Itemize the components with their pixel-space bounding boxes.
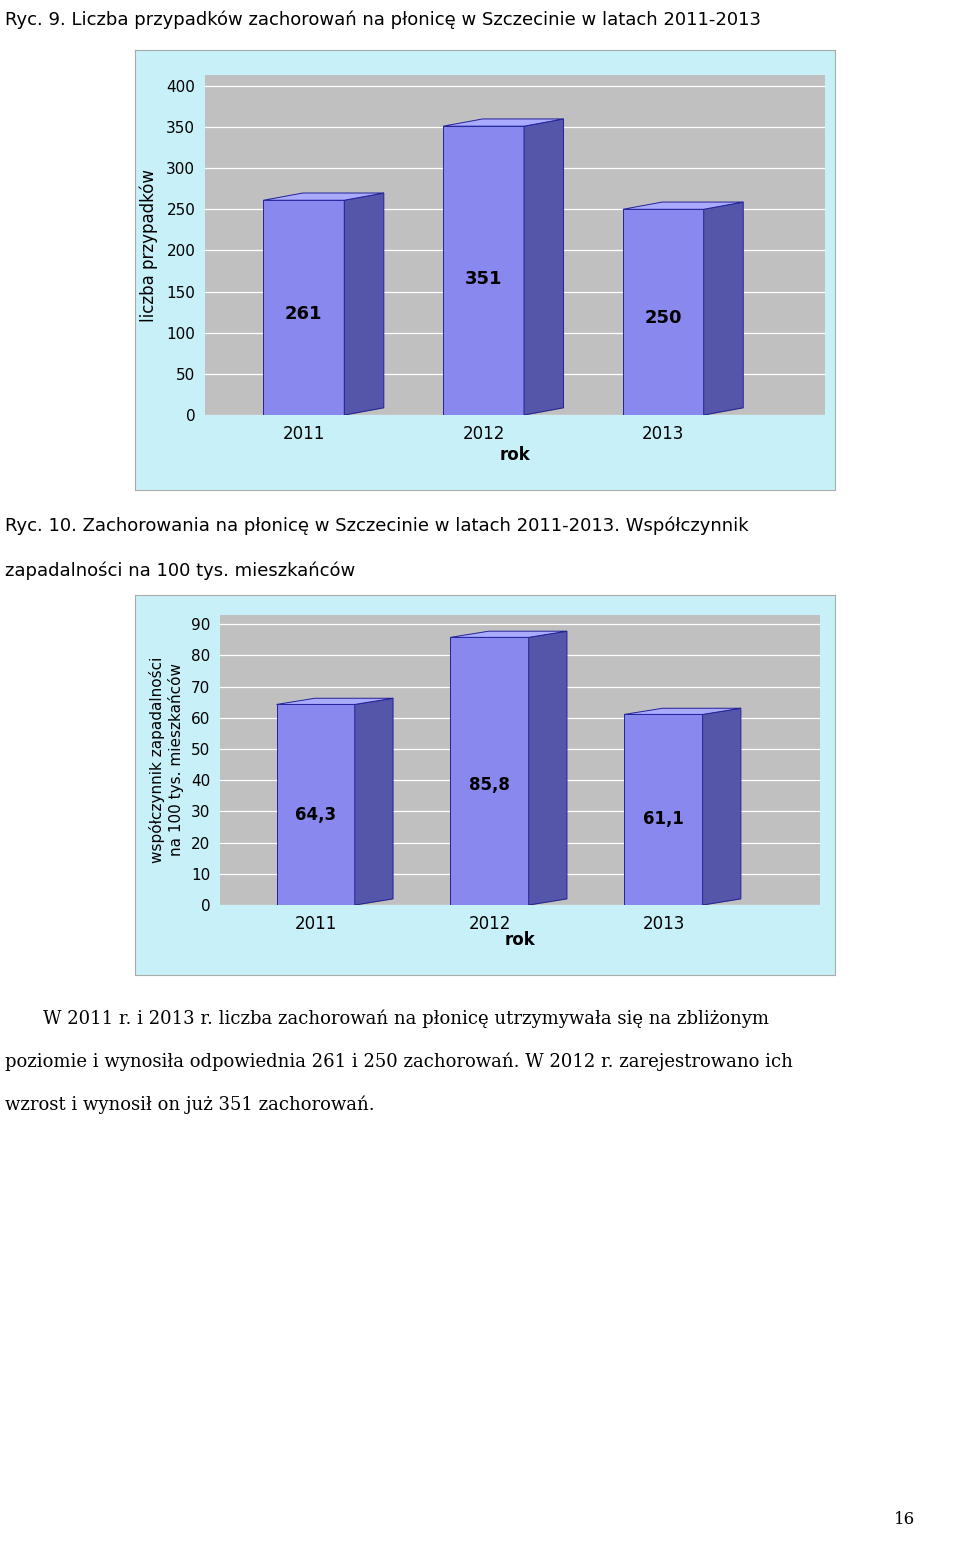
Polygon shape (276, 900, 393, 904)
Polygon shape (444, 119, 564, 126)
Polygon shape (444, 408, 564, 416)
Text: 16: 16 (895, 1512, 916, 1528)
Polygon shape (450, 631, 567, 637)
Text: Ryc. 10. Zachorowania na płonicę w Szczecinie w latach 2011-2013. Współczynnik: Ryc. 10. Zachorowania na płonicę w Szcze… (5, 516, 749, 535)
Polygon shape (450, 900, 567, 904)
Text: 61,1: 61,1 (643, 810, 684, 828)
Bar (623, 209, 704, 416)
Polygon shape (355, 698, 393, 904)
Y-axis label: współczynnik zapadalności
na 100 tys. mieszkańców: współczynnik zapadalności na 100 tys. mi… (150, 656, 184, 864)
Bar (450, 637, 529, 904)
Polygon shape (524, 119, 564, 416)
Bar (624, 715, 703, 904)
Text: 261: 261 (285, 306, 323, 323)
Polygon shape (703, 709, 741, 904)
Text: rok: rok (505, 931, 536, 949)
Text: 64,3: 64,3 (295, 805, 336, 824)
Polygon shape (263, 408, 384, 416)
Y-axis label: liczba przypadków: liczba przypadków (139, 169, 158, 321)
Text: 351: 351 (465, 270, 502, 288)
Text: 85,8: 85,8 (469, 776, 510, 794)
Text: wzrost i wynosił on już 351 zachorowań.: wzrost i wynosił on już 351 zachorowań. (5, 1095, 374, 1114)
Text: zapadalności na 100 tys. mieszkańców: zapadalności na 100 tys. mieszkańców (5, 561, 355, 580)
Polygon shape (624, 900, 741, 904)
Text: W 2011 r. i 2013 r. liczba zachorowań na płonicę utrzymywała się na zbliżonym: W 2011 r. i 2013 r. liczba zachorowań na… (43, 1010, 769, 1028)
Polygon shape (276, 698, 393, 704)
Text: rok: rok (499, 447, 530, 464)
Polygon shape (345, 192, 384, 416)
Bar (276, 704, 355, 904)
Bar (444, 126, 524, 416)
Polygon shape (623, 408, 743, 416)
Text: Ryc. 9. Liczba przypadków zachorowań na płonicę w Szczecinie w latach 2011-2013: Ryc. 9. Liczba przypadków zachorowań na … (5, 11, 761, 29)
Polygon shape (263, 192, 384, 200)
Polygon shape (623, 202, 743, 209)
Bar (263, 200, 345, 416)
Text: 250: 250 (644, 309, 682, 327)
Polygon shape (624, 709, 741, 715)
Text: poziomie i wynosiła odpowiednia 261 i 250 zachorowań. W 2012 r. zarejestrowano i: poziomie i wynosiła odpowiednia 261 i 25… (5, 1053, 793, 1072)
Polygon shape (704, 202, 743, 416)
Polygon shape (529, 631, 567, 904)
